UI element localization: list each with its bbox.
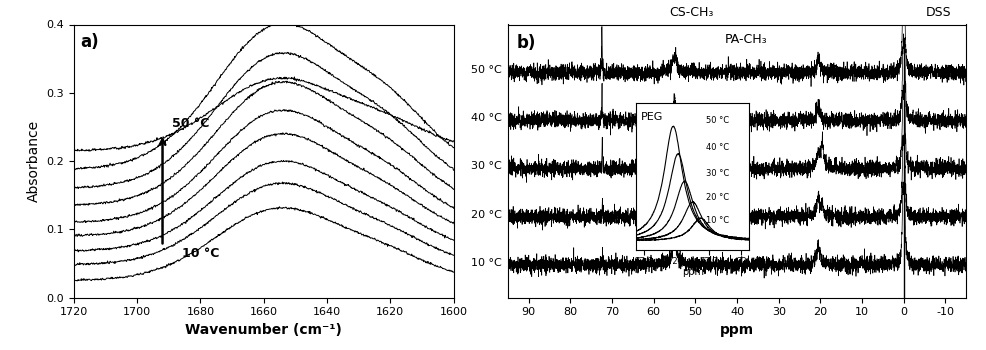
Text: 50 °C: 50 °C: [470, 65, 502, 75]
Text: 10 °C: 10 °C: [470, 258, 502, 267]
Text: CS-CH₃: CS-CH₃: [669, 6, 714, 19]
Text: 10 °C: 10 °C: [706, 216, 730, 225]
Text: a): a): [80, 33, 99, 51]
Text: PA-CH₃: PA-CH₃: [725, 33, 767, 46]
Text: b): b): [516, 34, 535, 52]
Text: 50 °C: 50 °C: [172, 117, 209, 130]
Text: DSS: DSS: [926, 6, 951, 19]
Text: 40 °C: 40 °C: [470, 113, 502, 124]
Text: 20 °C: 20 °C: [470, 210, 502, 219]
Text: 10 °C: 10 °C: [181, 246, 219, 260]
X-axis label: ppm: ppm: [681, 267, 704, 277]
Text: PEG: PEG: [641, 112, 663, 122]
X-axis label: Wavenumber (cm⁻¹): Wavenumber (cm⁻¹): [185, 323, 342, 337]
Text: 40 °C: 40 °C: [706, 143, 730, 152]
X-axis label: ppm: ppm: [720, 323, 754, 337]
Y-axis label: Absorbance: Absorbance: [27, 120, 41, 202]
Text: 30 °C: 30 °C: [706, 169, 730, 178]
Text: 30 °C: 30 °C: [470, 161, 502, 171]
Text: 20 °C: 20 °C: [706, 193, 730, 202]
Text: 50 °C: 50 °C: [706, 117, 730, 125]
